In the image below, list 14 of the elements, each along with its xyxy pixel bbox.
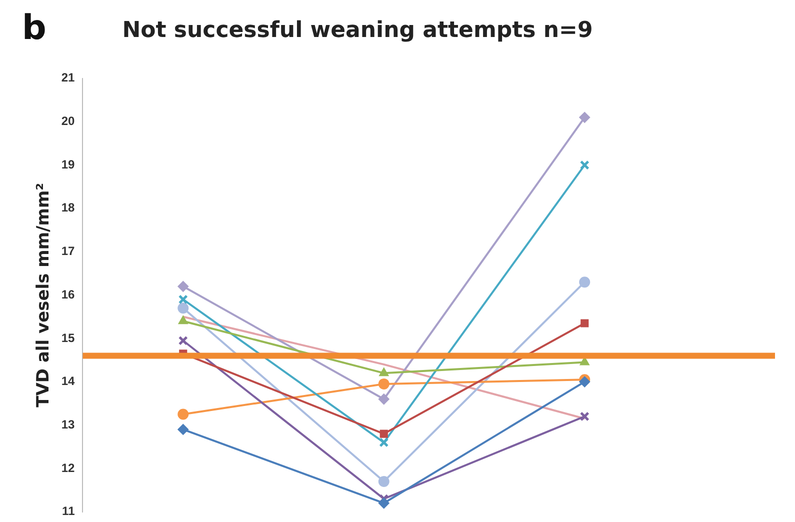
chart-title: Not successful weaning attempts n=9 xyxy=(122,18,593,43)
text: b xyxy=(22,8,46,48)
y-tick-label: 19 xyxy=(61,157,76,172)
y-tick-label: 20 xyxy=(61,114,76,128)
y-axis-title: TVD all vesels mm/mm² xyxy=(34,182,54,408)
y-tick-label: 21 xyxy=(61,70,76,85)
y-tick-label: 13 xyxy=(61,417,76,432)
y-tick-label: 12 xyxy=(61,460,76,475)
y-tick-label: 14 xyxy=(61,374,76,388)
y-tick-label: 11 xyxy=(62,504,76,518)
y-tick-label: 18 xyxy=(61,200,76,215)
y-tick-label: 17 xyxy=(61,244,76,258)
y-tick-label: 16 xyxy=(61,287,76,302)
y-tick-label: 15 xyxy=(61,330,76,345)
